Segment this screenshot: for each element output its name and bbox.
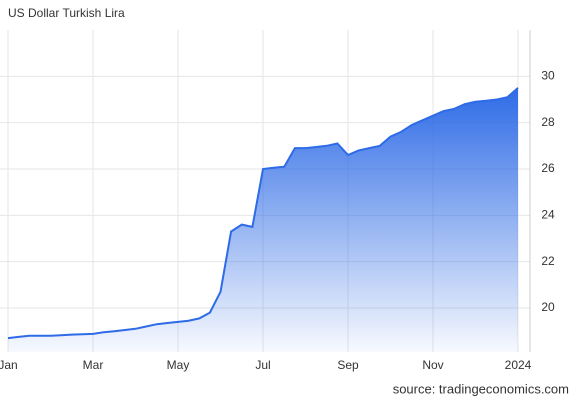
line <box>7 87 519 340</box>
y-tick-label: 22 <box>541 254 555 268</box>
x-tick-label: 2024 <box>505 358 532 372</box>
y-tick-label: 20 <box>541 300 555 314</box>
y-tick-label: 24 <box>541 207 555 221</box>
chart-title: US Dollar Turkish Lira <box>8 6 125 20</box>
area <box>8 87 518 353</box>
x-tick-label: Mar <box>83 358 104 372</box>
x-tick-label: Nov <box>422 358 443 372</box>
x-tick-label: Jul <box>255 358 270 372</box>
x-tick-label: Jan <box>0 358 18 372</box>
y-tick-label: 30 <box>541 69 555 83</box>
y-tick-label: 26 <box>541 161 555 175</box>
x-tick-label: May <box>167 358 190 372</box>
x-tick-label: Sep <box>337 358 359 372</box>
source: source: tradingeconomics.com <box>393 381 569 396</box>
y-tick-label: 28 <box>541 115 555 129</box>
